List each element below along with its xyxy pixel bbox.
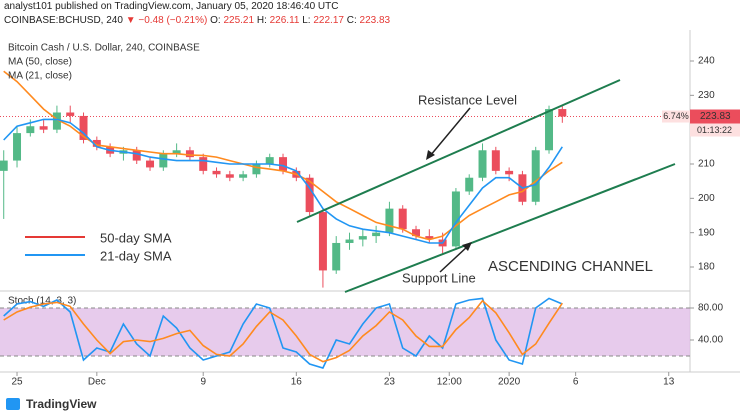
x-tick-label: 2020 bbox=[498, 377, 521, 388]
candle-body bbox=[146, 160, 155, 168]
candle-body bbox=[385, 208, 394, 233]
countdown: 01:13:22 bbox=[697, 125, 732, 135]
candle-body bbox=[465, 177, 474, 192]
header: analyst101 published on TradingView.com,… bbox=[4, 0, 740, 28]
candle-body bbox=[66, 112, 75, 116]
ma-label: MA (50, close) bbox=[8, 57, 72, 68]
ohlc-label: C: bbox=[346, 15, 357, 26]
x-tick-label: 12:00 bbox=[437, 377, 462, 388]
y-tick-label: 180 bbox=[698, 262, 715, 273]
symbol: COINBASE:BCHUSD, 240 bbox=[4, 15, 123, 26]
ohlc-label: H: bbox=[256, 15, 267, 26]
candle-body bbox=[252, 164, 261, 175]
percent-box bbox=[662, 110, 690, 123]
support-line bbox=[344, 163, 676, 293]
x-tick-label: 25 bbox=[11, 377, 23, 388]
y-tick-label: 40.00 bbox=[698, 335, 723, 346]
support-arrow bbox=[439, 245, 469, 273]
candle-body bbox=[372, 232, 381, 237]
price-tag: 223.83 bbox=[700, 111, 731, 122]
resistance-line bbox=[296, 79, 621, 223]
candle-body bbox=[318, 212, 327, 271]
ohlc-value: 225.21 bbox=[223, 15, 255, 26]
legend-label: 21-day SMA bbox=[100, 248, 172, 263]
candle-body bbox=[0, 160, 8, 171]
candle-body bbox=[305, 177, 314, 213]
legend-label: 50-day SMA bbox=[100, 230, 172, 245]
candle-body bbox=[159, 153, 168, 168]
candle-body bbox=[398, 208, 407, 230]
byline: analyst101 published on TradingView.com,… bbox=[4, 1, 339, 12]
annotation: Support Line bbox=[402, 270, 476, 285]
candle-body bbox=[52, 112, 61, 130]
candle-body bbox=[545, 109, 554, 151]
y-tick-label: 240 bbox=[698, 56, 715, 67]
stoch-line bbox=[3, 299, 563, 363]
x-tick-label: 13 bbox=[663, 377, 675, 388]
candle-body bbox=[345, 239, 354, 243]
candle-body bbox=[358, 236, 367, 240]
candle-body bbox=[92, 139, 101, 147]
annotation: ASCENDING CHANNEL bbox=[488, 258, 653, 275]
chart-title: Bitcoin Cash / U.S. Dollar, 240, COINBAS… bbox=[8, 43, 200, 54]
candle-body bbox=[558, 109, 567, 117]
candle-body bbox=[199, 157, 208, 171]
candle-body bbox=[225, 174, 234, 178]
candle-body bbox=[478, 150, 487, 178]
sma-line bbox=[3, 70, 563, 241]
x-tick-label: 23 bbox=[384, 377, 396, 388]
ohlc-value: 222.17 bbox=[313, 15, 344, 26]
candle-body bbox=[212, 170, 221, 175]
candle-body bbox=[185, 150, 194, 158]
ohlc-value: 226.11 bbox=[269, 15, 300, 26]
arrow-head bbox=[462, 242, 472, 251]
candle-body bbox=[531, 150, 540, 202]
candle-body bbox=[491, 150, 500, 171]
x-tick-label: Dec bbox=[88, 377, 106, 388]
quote-line: COINBASE:BCHUSD, 240 ▼ −0.48 (−0.21%) O:… bbox=[4, 14, 740, 28]
x-tick-label: 6 bbox=[573, 377, 579, 388]
ohlc-label: O: bbox=[210, 15, 221, 26]
stoch-line bbox=[3, 297, 563, 369]
ohlc-label: L: bbox=[302, 15, 311, 26]
y-tick-label: 80.00 bbox=[698, 303, 723, 314]
arrow-head bbox=[426, 150, 435, 160]
candle-body bbox=[412, 229, 421, 237]
candle-body bbox=[279, 157, 288, 171]
logo: TradingView bbox=[6, 397, 97, 411]
candle-body bbox=[451, 191, 460, 247]
ohlc: O: 225.21 H: 226.11 L: 222.17 C: 223.83 bbox=[210, 15, 390, 26]
countdown-box bbox=[690, 123, 740, 137]
stoch-band bbox=[0, 308, 690, 356]
resistance-arrow bbox=[429, 107, 471, 157]
ohlc-value: 223.83 bbox=[359, 15, 391, 26]
main-pane bbox=[0, 70, 690, 288]
candle-body bbox=[13, 133, 22, 161]
candle-body bbox=[239, 174, 248, 178]
y-tick-label: 230 bbox=[698, 90, 715, 101]
x-tick-label: 9 bbox=[200, 377, 206, 388]
candle-body bbox=[332, 242, 341, 271]
y-tick-label: 210 bbox=[698, 159, 715, 170]
change: ▼ −0.48 (−0.21%) bbox=[125, 15, 208, 26]
x-tick-label: 16 bbox=[291, 377, 303, 388]
price-box bbox=[690, 109, 740, 124]
percent-tag: 6.74% bbox=[663, 111, 689, 121]
y-tick-label: 200 bbox=[698, 193, 715, 204]
stoch-title: Stoch (14, 3, 3) bbox=[8, 296, 76, 307]
candle-body bbox=[425, 236, 434, 240]
candle-body bbox=[505, 170, 514, 175]
candle-body bbox=[265, 157, 274, 164]
ma-label: MA (21, close) bbox=[8, 71, 72, 82]
y-tick-label: 190 bbox=[698, 227, 715, 238]
candle-body bbox=[39, 126, 48, 130]
candle-body bbox=[132, 150, 141, 161]
candle-body bbox=[79, 115, 88, 140]
annotation: Resistance Level bbox=[418, 92, 517, 107]
brand: TradingView bbox=[26, 397, 97, 411]
candle-body bbox=[172, 150, 181, 154]
candle-body bbox=[26, 126, 35, 134]
sma-line bbox=[3, 118, 563, 244]
